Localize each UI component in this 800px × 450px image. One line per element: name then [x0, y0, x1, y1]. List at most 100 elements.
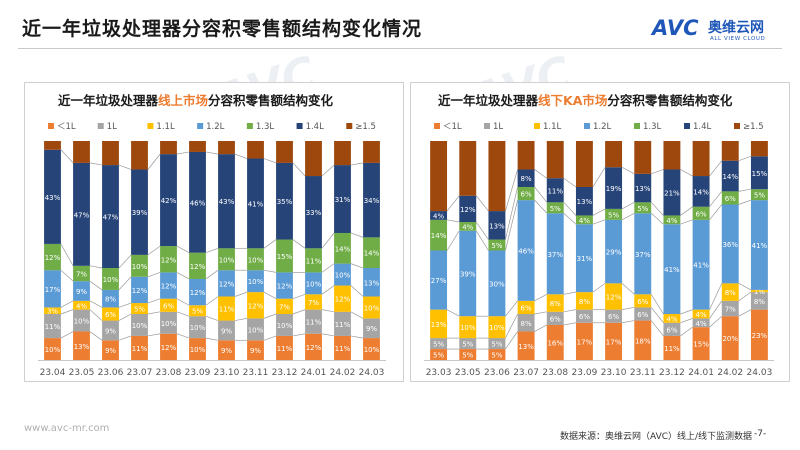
offline-data-label-0-7: 18%	[635, 337, 651, 345]
offline-bar-2-6	[605, 283, 623, 310]
online-category-label-5: 23.09	[185, 368, 211, 378]
online-bar-0-9	[305, 333, 322, 360]
offline-bar-2-2	[488, 316, 506, 339]
offline-bar-2-4	[546, 294, 564, 312]
offline-data-label-5-11: 15%	[752, 170, 768, 178]
online-category-label-7: 23.11	[243, 368, 269, 378]
offline-data-label-3-10: 36%	[722, 241, 738, 249]
online-bar-6-3	[131, 141, 148, 170]
offline-bar-4-7	[634, 202, 652, 214]
online-bar-2-9	[305, 294, 322, 310]
offline-data-label-2-10: 8%	[725, 289, 736, 297]
online-data-label-0-6: 9%	[221, 347, 232, 355]
offline-data-label-4-4: 5%	[550, 205, 561, 213]
online-bar-3-3	[131, 276, 148, 304]
offline-data-label-4-3: 6%	[521, 191, 532, 199]
offline-bar-2-3	[517, 300, 535, 315]
offline-bar-2-0	[430, 309, 448, 339]
online-bar-6-8	[276, 141, 293, 163]
online-bar-0-3	[131, 335, 148, 360]
online-bar-4-2	[102, 268, 119, 290]
offline-data-label-4-0: 14%	[431, 232, 447, 240]
offline-connector-5-1	[475, 195, 489, 212]
offline-bar-1-1	[459, 338, 477, 350]
offline-bar-6-1	[459, 141, 477, 196]
online-connector-5-2	[118, 164, 132, 170]
online-data-label-4-1: 7%	[76, 270, 87, 278]
online-bar-3-8	[276, 272, 293, 299]
offline-connector-3-5	[592, 219, 606, 225]
offline-connector-3-3	[534, 199, 548, 214]
offline-title-highlight: 线下KA市场	[538, 93, 608, 108]
offline-data-label-0-3: 13%	[518, 343, 534, 351]
online-connector-0-8	[292, 333, 306, 337]
online-data-label-1-8: 10%	[277, 322, 293, 330]
offline-bar-0-1	[459, 349, 477, 360]
online-legend-label-3: 1.2L	[206, 122, 225, 132]
online-data-label-2-1: 4%	[76, 302, 87, 310]
online-bar-2-8	[276, 298, 293, 315]
offline-connector-3-6	[621, 212, 635, 221]
online-connector-5-1	[89, 162, 103, 166]
online-bar-1-4	[160, 311, 177, 334]
online-bar-6-7	[247, 141, 264, 159]
online-bar-4-10	[334, 232, 351, 264]
offline-bar-2-8	[663, 314, 681, 323]
online-connector-0-2	[118, 335, 132, 341]
online-data-label-4-6: 10%	[219, 256, 235, 264]
online-data-label-2-4: 6%	[163, 302, 174, 310]
online-bar-5-7	[247, 158, 264, 249]
online-data-label-1-7: 10%	[248, 326, 264, 334]
online-bar-3-0	[44, 270, 61, 308]
online-data-label-3-4: 12%	[161, 283, 177, 291]
online-category-label-11: 24.03	[359, 368, 385, 378]
online-category-label-9: 24.01	[301, 368, 327, 378]
offline-data-label-1-1: 5%	[462, 341, 473, 349]
online-data-label-4-5: 12%	[190, 263, 206, 271]
online-chart-title: 近一年垃圾处理器线上市场分容积零售额结构变化	[58, 90, 333, 109]
offline-bar-6-8	[663, 141, 681, 170]
offline-connector-0-7	[650, 320, 664, 337]
online-bar-0-8	[276, 335, 293, 360]
offline-legend-swatch-3	[584, 123, 590, 129]
offline-connector-5-10	[738, 156, 752, 162]
online-bar-6-2	[102, 141, 119, 166]
offline-data-label-3-0: 27%	[431, 277, 447, 285]
online-data-label-4-10: 14%	[335, 245, 351, 253]
online-legend-swatch-5	[296, 123, 303, 129]
offline-bar-0-11	[750, 309, 768, 360]
offline-bar-3-1	[459, 230, 477, 317]
online-bar-3-11	[363, 268, 380, 297]
offline-data-label-4-8: 4%	[666, 217, 677, 225]
online-connector-3-1	[89, 280, 103, 291]
offline-data-label-5-3: 8%	[521, 175, 532, 183]
online-connector-5-3	[147, 153, 161, 170]
online-connector-5-9	[321, 164, 335, 177]
online-data-label-4-9: 11%	[306, 257, 322, 265]
online-legend-swatch-1	[97, 123, 104, 129]
offline-connector-3-9	[709, 204, 723, 221]
offline-bar-5-7	[634, 173, 652, 203]
offline-connector-4-0	[446, 219, 460, 223]
online-data-label-1-10: 11%	[335, 321, 351, 329]
online-connector-4-1	[89, 265, 103, 269]
offline-bar-1-0	[430, 338, 448, 350]
offline-legend-label-3: 1.2L	[593, 122, 612, 132]
online-bar-4-0	[44, 243, 61, 271]
offline-bar-2-5	[575, 292, 593, 310]
offline-bar-3-11	[750, 200, 768, 290]
footer-source: 数据来源：奥维云网（AVC）线上/线下监测数据	[560, 432, 753, 442]
online-title-suffix: 分容积零售额结构变化	[208, 93, 334, 108]
online-bar-2-7	[247, 292, 264, 319]
offline-data-label-2-9: 4%	[696, 311, 707, 319]
online-title-highlight: 线上市场	[158, 93, 209, 108]
online-connector-3-3	[147, 272, 161, 278]
offline-data-label-3-9: 41%	[693, 262, 709, 270]
online-connector-4-2	[118, 254, 132, 269]
offline-data-label-0-6: 17%	[606, 338, 622, 346]
logo-cn-name: 奥维云网	[708, 20, 764, 36]
offline-bar-1-5	[575, 309, 593, 323]
online-data-label-5-10: 31%	[335, 196, 351, 204]
offline-legend-label-5: 1.4L	[693, 122, 712, 132]
online-connector-2-8	[292, 293, 306, 300]
